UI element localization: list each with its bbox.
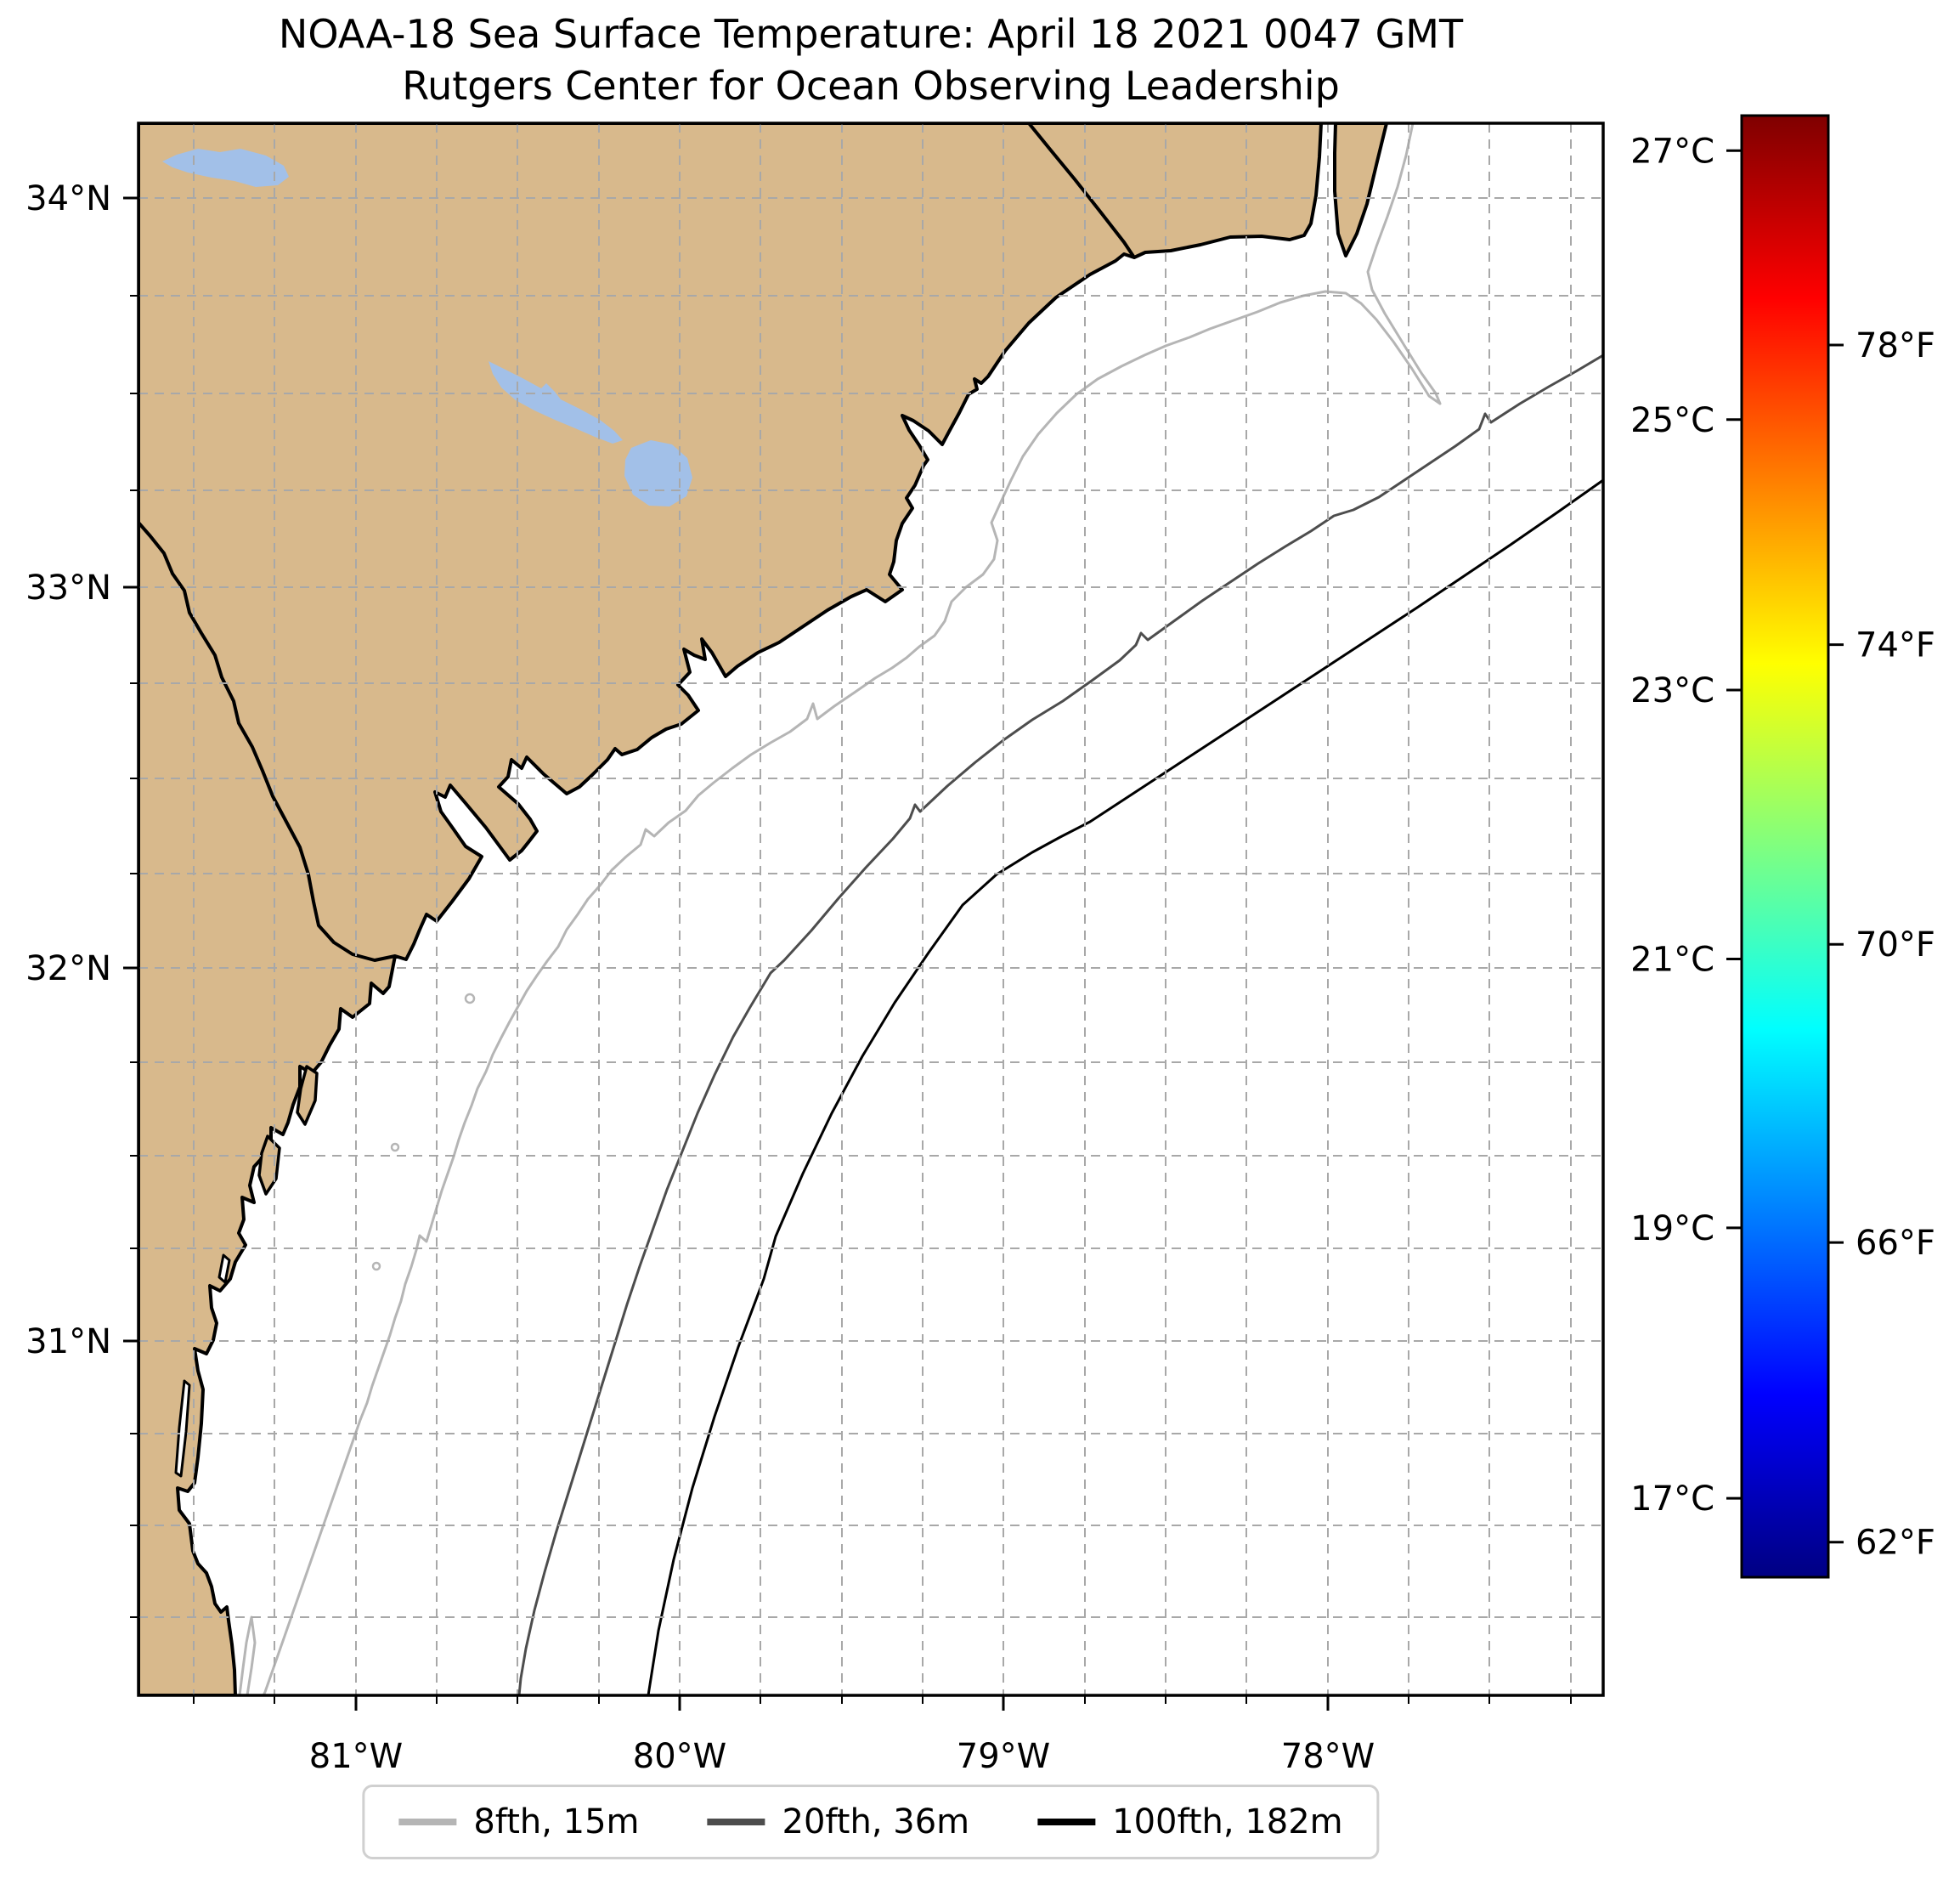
contour-8-fathom — [262, 123, 1442, 1695]
legend-label: 100fth, 182m — [1112, 1802, 1343, 1842]
colorbar-label-fahrenheit: 70°F — [1856, 925, 1935, 965]
colorbar-label-celsius: 17°C — [1630, 1479, 1714, 1519]
chart-title-line1: NOAA-18 Sea Surface Temperature: April 1… — [278, 11, 1464, 57]
x-tick-label: 80°W — [633, 1737, 726, 1776]
x-tick-label: 79°W — [957, 1737, 1050, 1776]
state-border — [138, 521, 396, 962]
lake — [489, 361, 623, 444]
colorbar-label-fahrenheit: 66°F — [1856, 1224, 1935, 1263]
chart-title-line2: Rutgers Center for Ocean Observing Leade… — [402, 62, 1340, 109]
colorbar-label-fahrenheit: 74°F — [1856, 626, 1935, 665]
colorbar-label-fahrenheit: 78°F — [1856, 326, 1935, 365]
legend-item: 100fth, 182m — [1037, 1802, 1343, 1842]
contour-8-fathom-speck — [464, 993, 476, 1004]
coastline-mainland — [138, 123, 1323, 1695]
y-tick-label: 32°N — [25, 949, 111, 988]
y-tick-label: 31°N — [25, 1322, 111, 1361]
colorbar-label-celsius: 21°C — [1630, 940, 1714, 979]
contour-20-fathom — [517, 354, 1603, 1695]
legend-line-swatch — [398, 1819, 457, 1825]
contour-8-fathom-speck — [390, 1142, 400, 1152]
legend-line-swatch — [1037, 1819, 1096, 1825]
y-tick-label: 33°N — [25, 569, 111, 608]
legend-item: 20fth, 36m — [707, 1802, 970, 1842]
legend: 8fth, 15m 20fth, 36m 100fth, 182m — [362, 1785, 1380, 1859]
map-frame — [137, 122, 1605, 1697]
contour-8-fathom-speck — [371, 1261, 381, 1271]
y-tick-label: 34°N — [25, 179, 111, 218]
legend-line-swatch — [707, 1819, 765, 1825]
chart-title: NOAA-18 Sea Surface Temperature: April 1… — [279, 8, 1463, 111]
axes: 81°W 80°W 79°W 78°W 34°N 33°N 32°N 31°N — [25, 179, 1572, 1776]
tidal-channel — [217, 1253, 231, 1284]
x-tick-label: 78°W — [1281, 1737, 1375, 1776]
colorbar-label-celsius: 19°C — [1630, 1209, 1714, 1248]
state-border — [1027, 123, 1136, 259]
colorbar: 27°C 25°C 23°C 21°C 19°C 17°C 78°F 74°F 70°F 66°F… — [1630, 114, 1935, 1579]
x-tick-label: 81°W — [309, 1737, 403, 1776]
barrier-island — [296, 1065, 319, 1126]
legend-item: 8fth, 15m — [398, 1802, 640, 1842]
map-area — [138, 123, 1603, 1695]
colorbar-label-celsius: 27°C — [1630, 132, 1714, 171]
tidal-channel — [174, 1379, 191, 1478]
cape-fear-peninsula — [1333, 123, 1388, 257]
legend-label: 8fth, 15m — [473, 1802, 640, 1842]
colorbar-label-celsius: 25°C — [1630, 401, 1714, 440]
colorbar-bar — [1740, 114, 1830, 1579]
colorbar-label-fahrenheit: 62°F — [1856, 1524, 1935, 1563]
colorbar-label-celsius: 23°C — [1630, 671, 1714, 710]
legend-label: 20fth, 36m — [782, 1802, 970, 1842]
